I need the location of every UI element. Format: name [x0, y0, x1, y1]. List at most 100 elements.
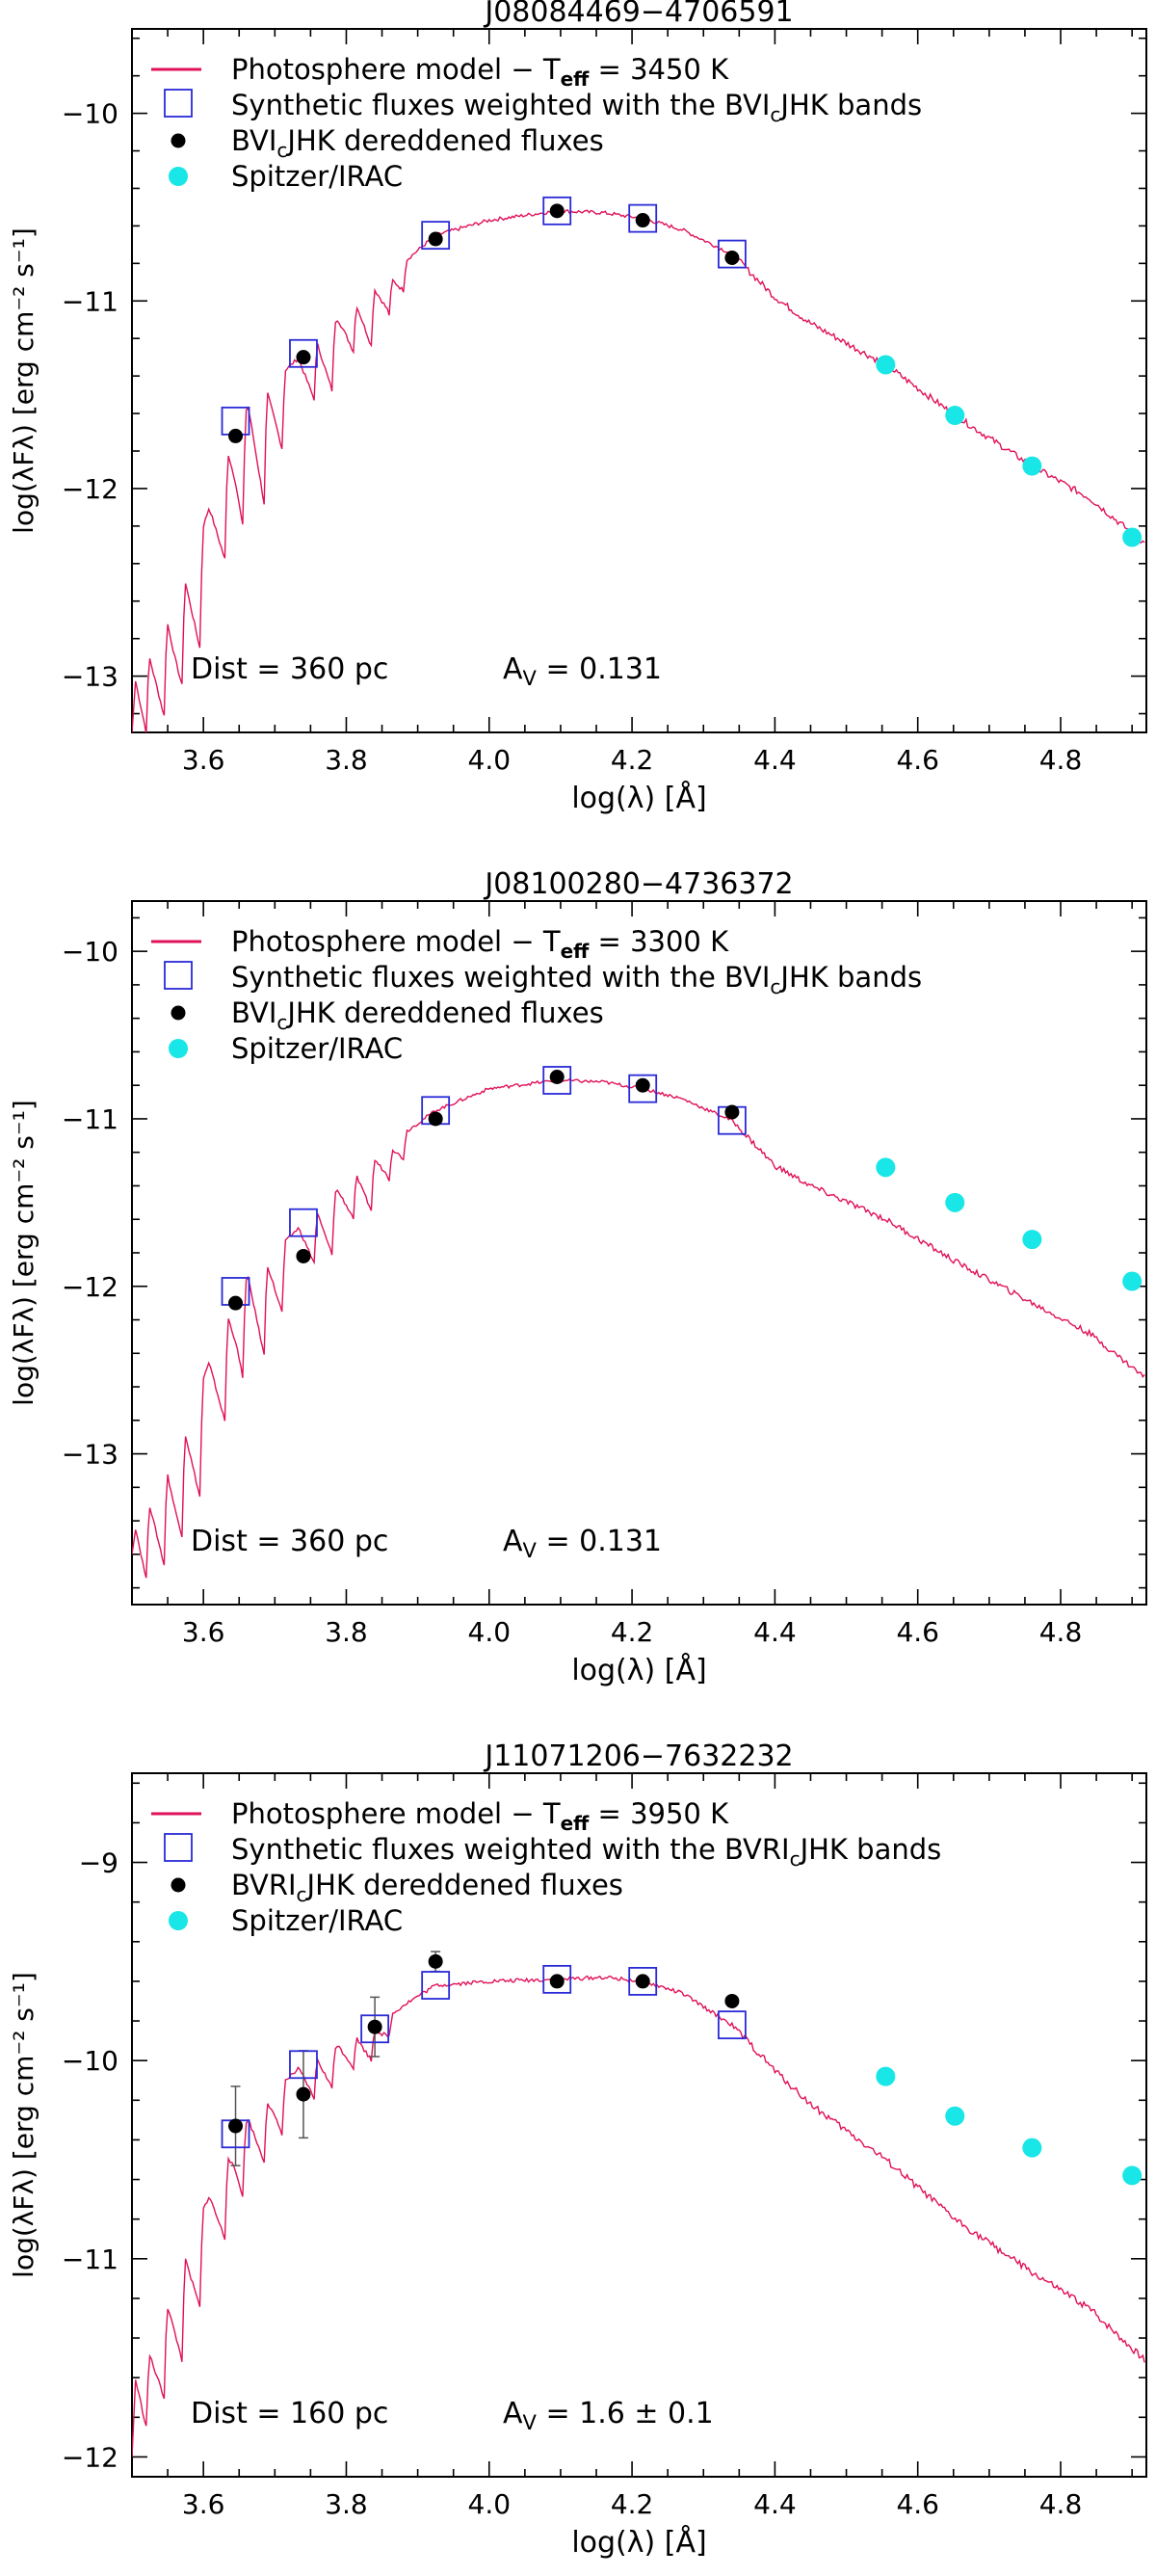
y-tick-label: −13	[62, 661, 118, 693]
x-tick-label: 4.6	[896, 2488, 939, 2520]
legend-synthetic-swatch	[164, 89, 193, 118]
legend-dereddened-label: BVIcJHK dereddened fluxes	[231, 124, 604, 162]
irac-flux-point	[1022, 1230, 1042, 1250]
synthetic-flux-point	[718, 2010, 747, 2040]
x-tick-label: 3.6	[182, 744, 225, 776]
x-axis-label: log(λ) [Å]	[571, 1653, 706, 1687]
dereddened-flux-point	[428, 1111, 443, 1127]
distance-annotation: Dist = 160 pc	[191, 2397, 388, 2430]
x-tick-label: 3.8	[325, 744, 368, 776]
irac-flux-point	[876, 355, 896, 375]
y-tick-label: −9	[79, 1847, 118, 1879]
dereddened-flux-point	[367, 2019, 382, 2034]
legend-synthetic-swatch	[164, 961, 193, 990]
legend-dereddened-label: BVIcJHK dereddened fluxes	[231, 996, 604, 1034]
sed-panel-3: J11071206−7632232 3.6 3.8 4.0 4.2 4.4 4.6 4.8 −1…	[8, 1739, 1147, 2560]
legend-dereddened-swatch	[171, 1877, 186, 1893]
x-tick-label: 3.8	[325, 1616, 368, 1648]
x-tick-label: 4.4	[753, 2488, 797, 2520]
synthetic-flux-point	[718, 239, 747, 269]
y-tick-label: −11	[62, 1103, 118, 1135]
y-axis-label: log(λFλ) [erg cm⁻² s⁻¹]	[8, 1100, 39, 1406]
x-axis-label: log(λ) [Å]	[571, 2525, 706, 2560]
legend-model-label: Photosphere model − Teff = 3950 K	[231, 1797, 729, 1835]
chart-title: J08084469−4706591	[483, 0, 793, 29]
x-tick-label: 3.6	[182, 1616, 225, 1648]
x-axis-label: log(λ) [Å]	[571, 781, 706, 815]
dereddened-flux-point	[228, 1295, 244, 1311]
x-tick-label: 4.8	[1039, 1616, 1083, 1648]
synthetic-flux-point	[289, 338, 318, 368]
synthetic-flux-point	[628, 1967, 658, 1996]
legend-model-label: Photosphere model − Teff = 3300 K	[231, 925, 729, 963]
x-tick-label: 4.4	[753, 744, 797, 776]
dereddened-flux-point	[296, 350, 311, 365]
irac-flux-point	[1022, 456, 1042, 476]
dereddened-flux-point	[635, 1077, 650, 1093]
synthetic-flux-point	[542, 1964, 572, 1994]
dereddened-flux-point	[428, 231, 443, 247]
sed-panel-1: J08084469−4706591 3.6 3.8 4.0 4.2 4.4 4.6 4.8 −1…	[8, 0, 1147, 815]
y-axis-label: log(λFλ) [erg cm⁻² s⁻¹]	[8, 1972, 39, 2278]
synthetic-flux-point	[421, 221, 451, 251]
irac-flux-point	[876, 1157, 896, 1178]
synthetic-flux-point	[542, 1066, 572, 1095]
extinction-annotation: AV = 0.131	[503, 652, 662, 690]
dereddened-flux-point	[724, 1104, 740, 1120]
legend-dereddened-label: BVRIcJHK dereddened fluxes	[231, 1869, 623, 1906]
x-tick-label: 3.6	[182, 2488, 225, 2520]
y-tick-label: −13	[62, 1439, 118, 1471]
synthetic-flux-point	[289, 2050, 318, 2080]
x-tick-label: 3.8	[325, 2488, 368, 2520]
synthetic-flux-point	[628, 203, 658, 233]
dereddened-flux-point	[296, 2086, 311, 2102]
legend-dereddened-swatch	[171, 1005, 186, 1021]
dereddened-flux-point	[549, 203, 565, 219]
plot-frame	[131, 1772, 1147, 2478]
y-tick-label: −11	[62, 285, 118, 317]
legend-synthetic-label: Synthetic fluxes weighted with the BVRIc…	[231, 1833, 941, 1871]
legend-synthetic-label: Synthetic fluxes weighted with the BVIcJ…	[231, 961, 922, 998]
y-tick-label: −12	[62, 473, 118, 505]
irac-flux-point	[1022, 2138, 1042, 2158]
synthetic-flux-point	[421, 1971, 451, 2000]
x-tick-label: 4.8	[1039, 2488, 1083, 2520]
y-tick-label: −10	[62, 98, 118, 130]
x-tick-label: 4.0	[468, 1616, 512, 1648]
x-tick-label: 4.4	[753, 1616, 797, 1648]
x-tick-label: 4.2	[611, 1616, 654, 1648]
dereddened-flux-point	[635, 1974, 650, 1989]
dereddened-flux-point	[228, 2118, 244, 2134]
extinction-annotation: AV = 0.131	[503, 1525, 662, 1562]
legend-irac-swatch	[169, 167, 188, 186]
synthetic-flux-point	[542, 196, 572, 226]
legend-model-label: Photosphere model − Teff = 3450 K	[231, 53, 729, 91]
dereddened-flux-point	[724, 250, 740, 265]
synthetic-flux-point	[360, 2014, 390, 2044]
legend: Photosphere model − Teff = 3950 KSynthet…	[151, 1797, 941, 1937]
legend-irac-swatch	[169, 1911, 188, 1930]
sed-panel-2: J08100280−4736372 3.6 3.8 4.0 4.2 4.4 4.6 4.8 −1…	[8, 867, 1147, 1687]
irac-flux-point	[1122, 1271, 1143, 1291]
x-tick-label: 4.6	[896, 1616, 939, 1648]
x-tick-label: 4.2	[611, 2488, 654, 2520]
extinction-annotation: AV = 1.6 ± 0.1	[503, 2397, 714, 2434]
dereddened-flux-point	[228, 428, 244, 443]
y-tick-label: −12	[62, 2441, 118, 2473]
y-tick-label: −11	[62, 2244, 118, 2275]
dereddened-flux-point	[635, 213, 650, 228]
legend-irac-label: Spitzer/IRAC	[231, 1032, 403, 1065]
x-tick-label: 4.0	[468, 744, 512, 776]
irac-flux-point	[945, 2106, 965, 2126]
legend: Photosphere model − Teff = 3300 KSynthet…	[151, 925, 922, 1065]
y-tick-label: −10	[62, 2045, 118, 2077]
legend-synthetic-swatch	[164, 1833, 193, 1862]
irac-flux-point	[945, 1192, 965, 1212]
irac-flux-point	[1122, 2165, 1143, 2186]
y-axis-label: log(λFλ) [erg cm⁻² s⁻¹]	[8, 227, 39, 534]
dereddened-flux-point	[549, 1070, 565, 1084]
legend-irac-label: Spitzer/IRAC	[231, 1904, 403, 1937]
chart-title: J08100280−4736372	[483, 867, 793, 901]
plot-frame	[131, 28, 1147, 733]
